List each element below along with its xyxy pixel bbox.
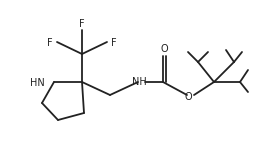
Text: F: F [79, 19, 85, 29]
Text: F: F [111, 38, 117, 48]
Text: F: F [47, 38, 53, 48]
Text: O: O [160, 44, 168, 54]
Text: HN: HN [30, 78, 45, 88]
Text: O: O [184, 92, 192, 102]
Text: NH: NH [132, 77, 146, 87]
